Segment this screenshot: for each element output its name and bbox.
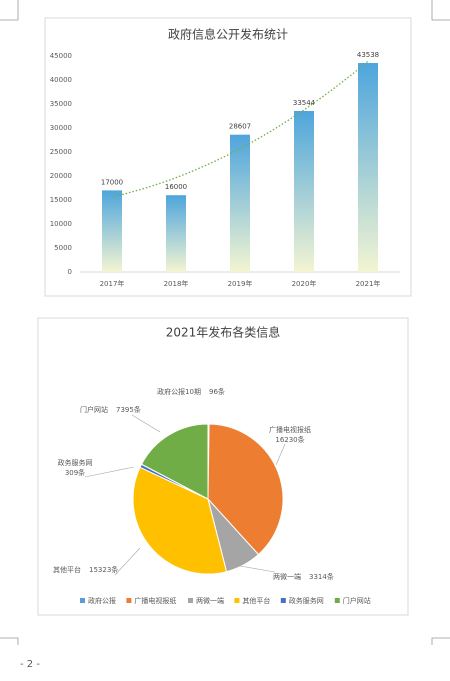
x-tick-label: 2019年 (228, 279, 253, 288)
y-tick-label: 40000 (50, 76, 72, 84)
legend-marker (188, 598, 193, 603)
data-label: 15323条 (89, 565, 118, 574)
data-label: 309条 (65, 468, 85, 477)
data-label: 16000 (165, 183, 187, 191)
legend-marker (234, 598, 240, 603)
leader-line (275, 443, 286, 466)
y-tick-label: 15000 (50, 196, 72, 204)
y-tick-label: 30000 (50, 124, 72, 132)
legend-label: 政府公报 (88, 596, 116, 605)
leader-line (131, 414, 161, 433)
y-tick-label: 0 (68, 268, 72, 276)
data-label: 28607 (229, 123, 251, 131)
legend-marker (126, 598, 132, 603)
leader-line (114, 547, 141, 576)
bar (358, 63, 378, 272)
legend-label: 两微一端 (196, 596, 224, 605)
data-label: 43538 (357, 51, 379, 59)
legend-label: 其他平台 (242, 596, 270, 605)
y-tick-label: 45000 (50, 52, 72, 60)
x-tick-label: 2017年 (100, 279, 125, 288)
chart-title: 2021年发布各类信息 (166, 325, 281, 340)
x-tick-label: 2018年 (164, 279, 189, 288)
bar (294, 110, 314, 272)
data-label: 33544 (293, 99, 316, 107)
trendline (111, 60, 369, 198)
chart-title: 政府信息公开发布统计 (168, 27, 288, 42)
data-label-name: 政务服务网 (58, 458, 93, 467)
x-tick-label: 2020年 (292, 279, 317, 288)
legend-label: 门户网站 (343, 596, 371, 605)
data-label-name: 门户网站 (80, 405, 108, 414)
crop-marks (0, 0, 450, 645)
pie-slice (207, 423, 284, 556)
bar (230, 134, 250, 272)
y-tick-label: 25000 (50, 148, 72, 156)
data-label-name: 其他平台 (53, 565, 81, 574)
y-tick-label: 20000 (50, 172, 72, 180)
data-label: 17000 (101, 178, 123, 186)
legend-marker (334, 598, 340, 603)
data-label: 3314条 (309, 572, 334, 581)
x-tick-label: 2021年 (356, 279, 381, 288)
y-tick-label: 35000 (50, 100, 72, 108)
y-tick-label: 5000 (54, 244, 72, 252)
leader-line (239, 565, 276, 573)
bar (166, 195, 186, 272)
y-tick-label: 10000 (50, 220, 72, 228)
data-label: 96条 (209, 387, 225, 396)
pie-slice (132, 466, 228, 575)
chart-frame (44, 17, 412, 297)
page-number: - 2 - (20, 659, 40, 670)
legend-label: 广播电视报纸 (134, 596, 176, 605)
data-label-name: 两微一端 (273, 572, 301, 581)
data-label: 7395条 (116, 405, 141, 414)
data-label: 16230条 (275, 435, 304, 444)
pie-slice (140, 423, 209, 500)
data-label-name: 广播电视报纸 (269, 425, 311, 434)
legend-marker (80, 598, 85, 603)
bar (102, 190, 122, 272)
legend-label: 政务服务网 (289, 596, 324, 605)
data-label-name: 政府公报10期 (157, 387, 201, 396)
legend-marker (280, 598, 286, 603)
leader-line (84, 466, 135, 478)
